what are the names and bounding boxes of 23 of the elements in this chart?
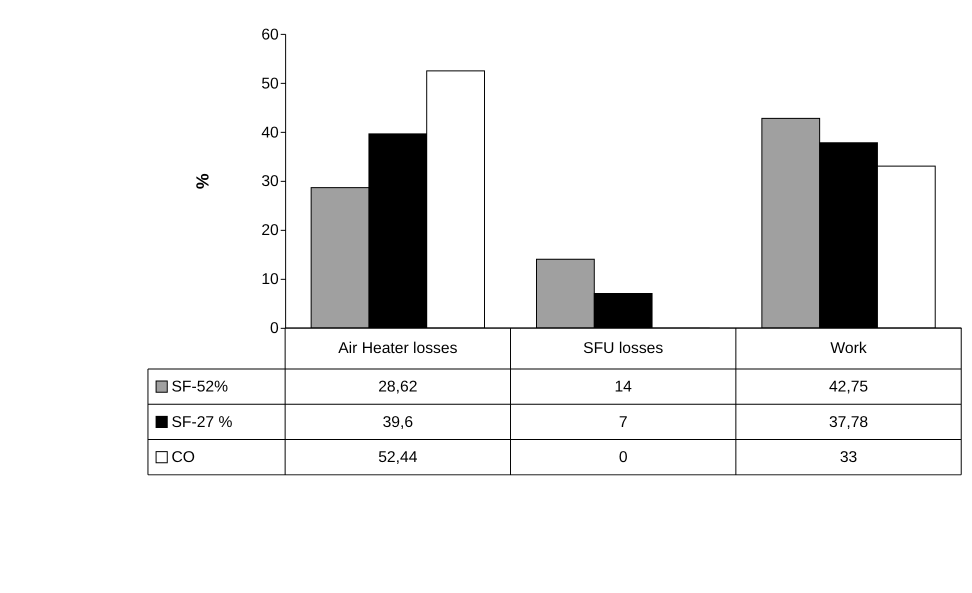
y-tick-label: 60 xyxy=(261,26,280,44)
data-label: 42,75 xyxy=(828,378,868,396)
y-tick-label: 40 xyxy=(261,124,280,142)
data-label: 39,6 xyxy=(382,414,414,431)
data-label: 28,62 xyxy=(378,378,418,396)
y-tick-label: 30 xyxy=(261,173,280,190)
data-label: 7 xyxy=(618,414,628,431)
data-label: 14 xyxy=(614,378,632,396)
legend-label: SF-52% xyxy=(171,378,228,396)
data-label: 0 xyxy=(618,449,628,466)
data-label: 37,78 xyxy=(828,414,868,431)
data-label: 33 xyxy=(840,449,858,466)
x-tick-label: SFU losses xyxy=(583,340,664,357)
y-tick-label: 50 xyxy=(261,75,280,92)
y-tick-label: 20 xyxy=(261,222,280,240)
legend-label: SF-27 % xyxy=(171,414,232,431)
x-tick-label: Work xyxy=(830,340,867,357)
y-tick-label: 0 xyxy=(270,320,280,338)
y-axis-title: % xyxy=(192,173,212,190)
y-tick-label: 10 xyxy=(261,271,280,288)
x-tick-label: Air Heater losses xyxy=(338,340,458,357)
data-label: 52,44 xyxy=(378,449,418,466)
legend-label: CO xyxy=(171,449,195,466)
